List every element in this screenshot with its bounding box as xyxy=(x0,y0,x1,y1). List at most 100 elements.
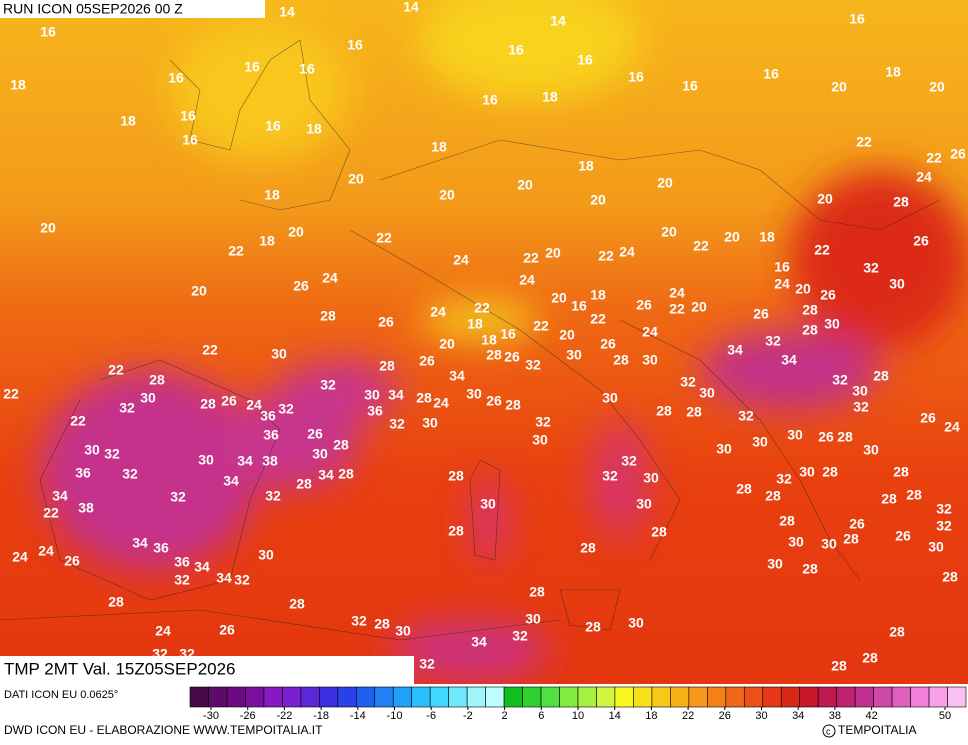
temperature-field xyxy=(40,0,968,680)
temp-label: 26 xyxy=(221,393,237,409)
colorbar-cell xyxy=(540,686,560,708)
colorbar-cell xyxy=(466,686,486,708)
temp-label: 28 xyxy=(416,390,432,406)
temp-label: 32 xyxy=(936,501,952,517)
temp-label: 14 xyxy=(403,0,419,15)
temp-label: 26 xyxy=(600,336,616,352)
colorbar-label: -14 xyxy=(350,710,366,722)
logo: TEMPOITALIA xyxy=(838,723,916,737)
temp-label: 24 xyxy=(642,324,658,340)
colorbar-cell xyxy=(614,686,634,708)
colorbar-label: 18 xyxy=(645,710,657,722)
temp-label: 34 xyxy=(727,342,743,358)
temp-label: 26 xyxy=(753,306,769,322)
temp-label: 28 xyxy=(580,540,596,556)
temp-label: 20 xyxy=(691,299,707,315)
colorbar-label: 42 xyxy=(865,710,877,722)
temp-label: 16 xyxy=(299,61,315,77)
temp-label: 16 xyxy=(244,59,260,75)
colorbar-cell xyxy=(485,686,505,708)
temp-label: 30 xyxy=(821,536,837,552)
temp-label: 32 xyxy=(170,489,186,505)
temp-label: 38 xyxy=(262,453,278,469)
colorbar-label: 6 xyxy=(538,710,544,722)
colorbar-cell xyxy=(448,686,468,708)
temp-label: 26 xyxy=(219,622,235,638)
temp-label: 26 xyxy=(293,278,309,294)
temp-label: 18 xyxy=(590,287,606,303)
temp-label: 36 xyxy=(263,427,279,443)
temp-label: 28 xyxy=(585,619,601,635)
temp-label: 24 xyxy=(619,244,635,260)
temp-label: 32 xyxy=(320,377,336,393)
temp-label: 18 xyxy=(467,316,483,332)
temp-label: 30 xyxy=(532,432,548,448)
temp-label: 24 xyxy=(453,252,469,268)
temp-label: 26 xyxy=(636,297,652,313)
temp-label: 28 xyxy=(802,302,818,318)
temp-label: 32 xyxy=(621,453,637,469)
temp-label: 28 xyxy=(889,624,905,640)
temp-label: 22 xyxy=(693,238,709,254)
temp-label: 26 xyxy=(419,353,435,369)
temp-label: 30 xyxy=(258,547,274,563)
temp-label: 28 xyxy=(873,368,889,384)
temp-label: 16 xyxy=(500,326,516,342)
colorbar-cell xyxy=(596,686,616,708)
temp-label: 22 xyxy=(108,362,124,378)
temp-label: 28 xyxy=(200,396,216,412)
temp-label: 20 xyxy=(40,220,56,236)
colorbar-cell xyxy=(577,686,597,708)
colorbar-cell xyxy=(411,686,431,708)
temp-label: 20 xyxy=(545,245,561,261)
temp-label: 34 xyxy=(449,368,465,384)
temp-label: 32 xyxy=(776,471,792,487)
colorbar-cell xyxy=(319,686,339,708)
temp-label: 24 xyxy=(433,395,449,411)
temp-label: 34 xyxy=(132,535,148,551)
temp-label: 32 xyxy=(389,416,405,432)
temp-label: 30 xyxy=(84,442,100,458)
temp-label: 28 xyxy=(613,352,629,368)
colorbar-label: -26 xyxy=(240,710,256,722)
temp-label: 32 xyxy=(419,656,435,672)
temp-label: 38 xyxy=(78,500,94,516)
temp-label: 32 xyxy=(832,372,848,388)
temp-label: 36 xyxy=(367,403,383,419)
colorbar-label: 38 xyxy=(829,710,841,722)
colorbar-cell xyxy=(817,686,837,708)
temp-label: 28 xyxy=(448,468,464,484)
temp-label: 32 xyxy=(535,414,551,430)
temp-label: 20 xyxy=(439,187,455,203)
copyright-c: c xyxy=(826,726,831,736)
temp-label: 22 xyxy=(523,250,539,266)
temp-label: 20 xyxy=(724,229,740,245)
temp-label: 28 xyxy=(686,404,702,420)
temp-label: 18 xyxy=(481,332,497,348)
colorbar-label: -22 xyxy=(276,710,292,722)
colorbar-label: 2 xyxy=(502,710,508,722)
temp-label: 28 xyxy=(486,347,502,363)
temp-label: 32 xyxy=(738,408,754,424)
temp-label: 32 xyxy=(936,518,952,534)
colorbar-cell xyxy=(522,686,542,708)
temp-label: 16 xyxy=(180,108,196,124)
colorbar-cell xyxy=(707,686,727,708)
temp-label: 36 xyxy=(75,465,91,481)
validity: TMP 2MT Val. 15Z05SEP2026 xyxy=(4,659,236,678)
credit: DWD ICON EU - ELABORAZIONE WWW.TEMPOITAL… xyxy=(4,723,323,737)
temp-label: 20 xyxy=(817,191,833,207)
temp-label: 30 xyxy=(198,452,214,468)
temp-label: 24 xyxy=(519,272,535,288)
temp-label: 26 xyxy=(64,553,80,569)
temp-label: 18 xyxy=(10,77,26,93)
temp-label: 24 xyxy=(430,304,446,320)
temp-label: 24 xyxy=(322,270,338,286)
temp-label: 18 xyxy=(259,233,275,249)
temp-label: 28 xyxy=(108,594,124,610)
colorbar-cell xyxy=(762,686,782,708)
temp-label: 18 xyxy=(542,89,558,105)
colorbar-label: 34 xyxy=(792,710,804,722)
temp-label: 32 xyxy=(853,399,869,415)
